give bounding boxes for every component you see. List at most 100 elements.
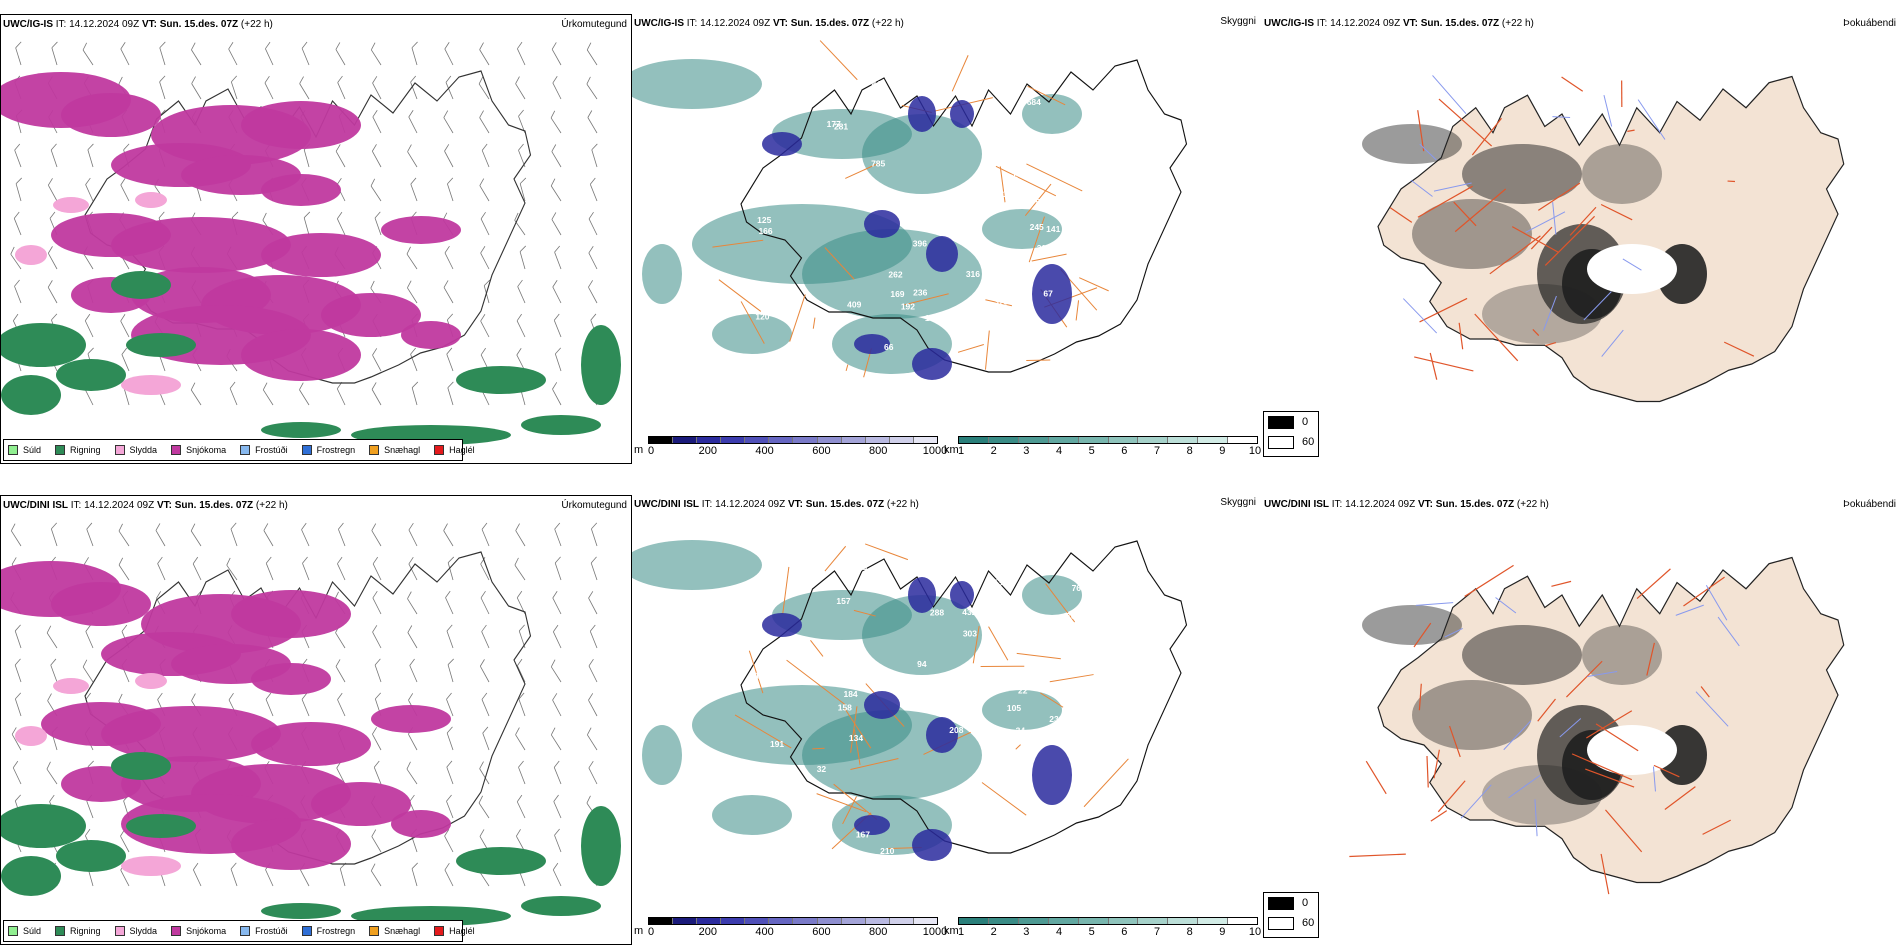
colorbar-swatch xyxy=(1048,437,1079,443)
panel-header: UWC/DINI ISL IT: 14.12.2024 09Z VT: Sun.… xyxy=(634,499,919,510)
lead-time: (+22 h) xyxy=(871,18,904,29)
wind-barb xyxy=(335,144,346,168)
road xyxy=(712,239,764,248)
lead-time: (+22 h) xyxy=(1501,18,1534,29)
station-label: 185 xyxy=(1078,94,1092,104)
road xyxy=(1426,755,1429,788)
colorbar-tick: 10 xyxy=(1248,926,1262,938)
wind-barb xyxy=(408,556,418,581)
road xyxy=(819,40,858,81)
wind-barb xyxy=(192,862,202,887)
river xyxy=(1419,143,1437,161)
road xyxy=(812,317,816,329)
legend-swatch xyxy=(171,445,182,455)
station-label: 22 xyxy=(1018,685,1028,695)
colorbar-swatch xyxy=(817,437,842,443)
road xyxy=(1595,723,1639,752)
wind-barb xyxy=(482,726,490,751)
it-label: IT: xyxy=(1331,499,1343,510)
colorbar-swatch xyxy=(1108,437,1139,443)
precip-legend-item: Frostúði xyxy=(240,445,288,455)
road xyxy=(1723,341,1755,357)
lead-time: (+22 h) xyxy=(886,499,919,510)
legend-swatch xyxy=(114,926,125,936)
colorbar-tick: 6 xyxy=(1121,926,1128,938)
road xyxy=(1027,85,1066,106)
legend-label: Rigning xyxy=(70,926,101,936)
wind-barb xyxy=(515,727,526,751)
wind-barb xyxy=(50,143,58,168)
wind-barb xyxy=(444,42,454,66)
model-label: UWC/IG-IS xyxy=(634,18,684,29)
legend-swatch xyxy=(55,926,66,936)
legend-swatch xyxy=(55,445,66,455)
wind-barb xyxy=(230,75,238,100)
road xyxy=(951,55,969,92)
road xyxy=(995,165,1057,197)
station-label: 158 xyxy=(838,703,852,713)
road xyxy=(1419,297,1468,323)
colorbar-tick: 6 xyxy=(1121,445,1128,457)
snow-area xyxy=(61,93,161,137)
station-label: 409 xyxy=(847,299,861,309)
high-terrain xyxy=(854,334,890,354)
river xyxy=(1717,616,1740,647)
road xyxy=(748,650,764,694)
visibility-area xyxy=(642,725,682,785)
wind-barb xyxy=(120,178,130,202)
road xyxy=(1430,810,1448,822)
wind-barb xyxy=(11,727,22,751)
station-label: 246 xyxy=(981,796,995,806)
colorbar-swatch xyxy=(865,437,890,443)
legend-swatch xyxy=(1268,916,1294,930)
fog-map xyxy=(1362,75,1845,403)
river xyxy=(1525,211,1566,233)
precip-title: Úrkomutegund xyxy=(561,500,627,511)
station-label: 396 xyxy=(913,238,927,248)
wind-barb xyxy=(479,42,490,66)
precip-map xyxy=(1,41,621,445)
road xyxy=(1079,277,1109,292)
colorbar-tick: 5 xyxy=(1088,926,1095,938)
high-terrain xyxy=(950,581,974,609)
rain-area xyxy=(456,847,546,875)
river xyxy=(1695,691,1729,727)
colorbar-swatch xyxy=(1078,918,1109,924)
legend-label: Slydda xyxy=(129,926,158,936)
model-label: UWC/DINI ISL xyxy=(1264,499,1329,510)
wind-barb xyxy=(265,556,274,581)
station-label: 66 xyxy=(884,342,894,352)
station-label: 67 xyxy=(1043,289,1053,299)
station-label: 208 xyxy=(949,725,963,735)
wind-barb xyxy=(14,624,22,649)
station-label: 34 xyxy=(1016,726,1026,736)
station-label: 167 xyxy=(856,830,870,840)
colorbar-swatch xyxy=(1168,437,1199,443)
station-label: 118 xyxy=(998,189,1012,199)
wind-barb xyxy=(50,658,58,683)
wind-barb xyxy=(299,76,310,100)
station-label: 52 xyxy=(823,80,833,90)
road xyxy=(1458,322,1464,350)
wind-barb xyxy=(337,75,346,100)
legend-swatch xyxy=(240,445,251,455)
legend-label: 60 xyxy=(1302,917,1315,929)
river xyxy=(1433,182,1472,192)
road xyxy=(1702,819,1731,835)
wind-barb xyxy=(444,245,454,270)
legend-label: Snjókoma xyxy=(186,445,227,455)
fog-title: Þokuábendi xyxy=(1843,499,1896,510)
legend-swatch xyxy=(369,445,380,455)
rain-area xyxy=(111,271,171,299)
wind-barb xyxy=(447,177,454,202)
colorbar-tick: 1000 xyxy=(922,445,948,457)
wind-barb xyxy=(550,178,562,202)
wind-barb xyxy=(554,245,562,270)
high-terrain xyxy=(908,96,936,132)
rain-area xyxy=(581,325,621,405)
river xyxy=(1503,720,1532,751)
wind-barb xyxy=(408,522,418,547)
colorbar-tick: 2 xyxy=(990,926,997,938)
high-terrain xyxy=(762,613,802,637)
colorbar-tick: 2 xyxy=(990,445,997,457)
